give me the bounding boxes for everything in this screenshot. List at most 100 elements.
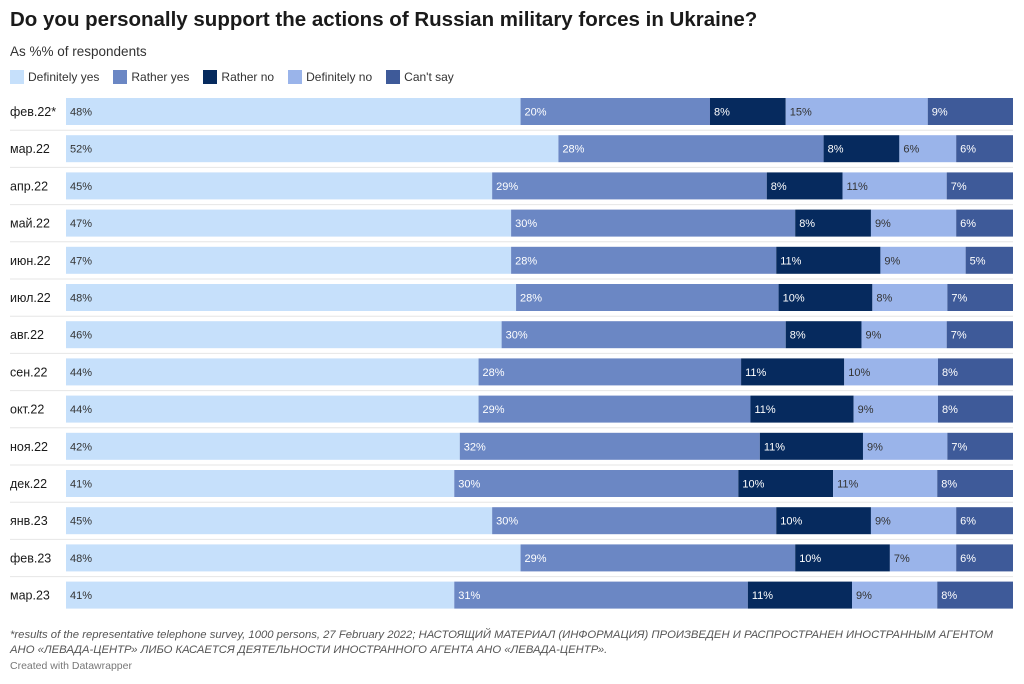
- data-label: 20%: [525, 107, 547, 119]
- bar-segment: [889, 544, 957, 572]
- data-label: 7%: [894, 553, 910, 565]
- bar-segment: [558, 135, 824, 163]
- data-label: 8%: [941, 479, 957, 491]
- data-label: 41%: [70, 590, 92, 602]
- category-label: апр.22: [10, 179, 48, 193]
- data-label: 8%: [941, 590, 957, 602]
- bar-segment: [956, 507, 1013, 535]
- data-label: 47%: [70, 218, 92, 230]
- data-label: 8%: [828, 144, 844, 156]
- credit: Created with Datawrapper: [10, 660, 132, 672]
- bar-segment: [956, 544, 1013, 572]
- legend-item-rather-no[interactable]: Rather no: [203, 70, 274, 84]
- legend-item-definitely-yes[interactable]: Definitely yes: [10, 70, 99, 84]
- data-label: 48%: [70, 553, 92, 565]
- chart-subtitle: As %% of respondents: [10, 44, 147, 59]
- data-label: 8%: [876, 293, 892, 305]
- bar-segment: [66, 544, 521, 572]
- data-label: 11%: [745, 367, 766, 379]
- bar-segment: [956, 135, 1013, 163]
- data-label: 29%: [525, 553, 547, 565]
- data-label: 7%: [951, 330, 967, 342]
- category-label: ноя.22: [10, 440, 48, 454]
- bar-segment: [66, 432, 460, 460]
- legend-swatch: [386, 70, 401, 84]
- data-label: 9%: [932, 107, 948, 119]
- category-label: окт.22: [10, 403, 44, 417]
- data-label: 30%: [515, 218, 537, 230]
- data-label: 48%: [70, 107, 92, 119]
- data-label: 6%: [960, 516, 976, 528]
- data-label: 8%: [799, 218, 815, 230]
- data-label: 8%: [714, 107, 730, 119]
- data-label: 11%: [764, 441, 785, 453]
- legend-label: Definitely no: [306, 70, 373, 84]
- data-label: 15%: [790, 107, 812, 119]
- legend-swatch: [203, 70, 218, 84]
- bar-segment: [862, 432, 948, 460]
- data-label: 11%: [754, 404, 775, 416]
- bar-segment: [520, 98, 710, 125]
- legend-item-cant-say[interactable]: Can't say: [386, 70, 454, 84]
- bar-segment: [66, 581, 455, 609]
- legend-item-definitely-no[interactable]: Definitely no: [288, 70, 372, 84]
- bar-segment: [66, 395, 479, 423]
- bar-segment: [478, 358, 742, 386]
- data-label: 5%: [970, 255, 986, 267]
- legend-swatch: [113, 70, 128, 84]
- data-label: 9%: [884, 255, 900, 267]
- category-label: сен.22: [10, 365, 48, 379]
- bar-segment: [766, 172, 843, 200]
- bar-segment: [776, 246, 881, 274]
- category-label: фев.22*: [10, 105, 56, 119]
- data-label: 28%: [520, 293, 542, 305]
- data-label: 47%: [70, 255, 92, 267]
- data-label: 41%: [70, 479, 92, 491]
- bar-segment: [747, 581, 853, 609]
- data-label: 52%: [70, 144, 92, 156]
- bar-segment: [946, 172, 1013, 200]
- data-label: 10%: [799, 553, 821, 565]
- bar-segment: [66, 321, 502, 349]
- data-label: 44%: [70, 367, 92, 379]
- stacked-bar-chart: фев.22* 48% 20% 8% 15% 9% мар.22 52% 28% 8% 6% 6% ап…: [10, 98, 1013, 609]
- data-label: 42%: [70, 441, 92, 453]
- bar-segment: [759, 432, 863, 460]
- data-label: 7%: [951, 441, 967, 453]
- data-label: 8%: [942, 367, 958, 379]
- data-label: 8%: [942, 404, 958, 416]
- bar-segment: [501, 321, 786, 349]
- bar-segment: [516, 284, 779, 311]
- bar-segment: [937, 395, 1013, 423]
- data-label: 9%: [858, 404, 874, 416]
- data-label: 11%: [847, 181, 868, 193]
- bar-segment: [778, 284, 873, 311]
- data-label: 30%: [506, 330, 528, 342]
- category-label: фев.23: [10, 551, 51, 565]
- data-label: 48%: [70, 293, 92, 305]
- bar-segment: [937, 358, 1013, 386]
- legend-swatch: [288, 70, 303, 84]
- data-label: 29%: [496, 181, 518, 193]
- bar-segment: [795, 544, 890, 572]
- category-label: мар.23: [10, 589, 50, 603]
- bar-segment: [872, 284, 948, 311]
- data-label: 10%: [783, 293, 805, 305]
- bar-segment: [66, 209, 512, 237]
- data-label: 9%: [856, 590, 872, 602]
- data-label: 28%: [515, 255, 537, 267]
- bar-segment: [965, 246, 1013, 274]
- bar-segment: [861, 321, 947, 349]
- legend-item-rather-yes[interactable]: Rather yes: [113, 70, 189, 84]
- data-label: 32%: [464, 441, 486, 453]
- data-label: 9%: [865, 330, 881, 342]
- data-label: 8%: [771, 181, 787, 193]
- legend-label: Rather no: [221, 70, 275, 84]
- legend-label: Rather yes: [131, 70, 190, 84]
- data-label: 6%: [903, 144, 919, 156]
- data-label: 45%: [70, 516, 92, 528]
- bar-segment: [738, 470, 834, 497]
- data-label: 28%: [562, 144, 584, 156]
- bar-segment: [946, 321, 1013, 349]
- bar-segment: [842, 172, 947, 200]
